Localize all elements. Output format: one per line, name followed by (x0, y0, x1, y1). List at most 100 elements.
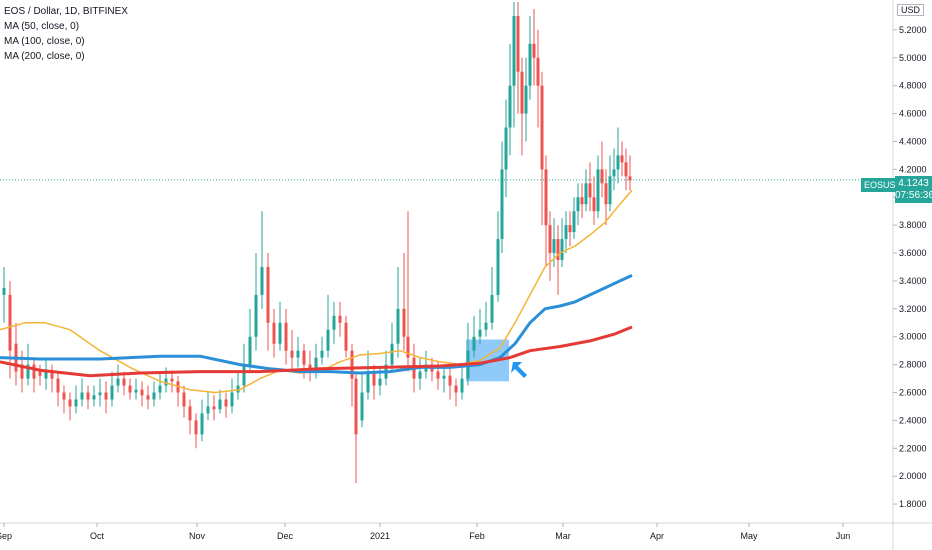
candle-body (122, 378, 126, 386)
ma-line-2 (0, 325, 633, 378)
candle-body (80, 392, 84, 400)
y-tick-label: 2.6000 (899, 388, 927, 398)
candle-body (110, 385, 114, 400)
candle-body (490, 294, 494, 323)
candle-body (62, 392, 66, 400)
candle-body (478, 329, 482, 337)
y-tick-label: 1.8000 (899, 499, 927, 509)
candle-body (68, 399, 72, 407)
candle-body (516, 15, 520, 72)
candle-body (366, 371, 370, 393)
candle-body (206, 406, 210, 414)
y-tick-label: 3.6000 (899, 248, 927, 258)
candle-body (418, 371, 422, 379)
candle-body (536, 57, 540, 86)
y-tick-label: 2.4000 (899, 415, 927, 425)
candle-body (326, 329, 330, 351)
candle-body (396, 308, 400, 344)
candle-body (402, 308, 406, 337)
legend-ma100: MA (100, close, 0) (4, 36, 85, 47)
candle-body (26, 364, 30, 379)
candle-body (134, 389, 138, 393)
candle-body (302, 350, 306, 365)
x-tick-label: Feb (469, 531, 485, 541)
candle-body (532, 43, 536, 58)
x-tick-label: Jun (836, 531, 851, 541)
candle-body (520, 71, 524, 114)
candle-body (576, 197, 580, 212)
y-tick-label: 4.6000 (899, 109, 927, 119)
candle-body (584, 183, 588, 205)
ma-line-0 (0, 189, 633, 394)
candle-body (320, 350, 324, 358)
legend-ma200: MA (200, close, 0) (4, 51, 85, 62)
candle-body (504, 127, 508, 170)
candle-body (188, 406, 192, 421)
candle-body (496, 239, 500, 295)
candle-body (484, 322, 488, 330)
candle-body (278, 322, 282, 344)
candle-body (152, 392, 156, 400)
y-tick-label: 2.2000 (899, 443, 927, 453)
candle-body (32, 364, 36, 379)
x-tick-label: Dec (277, 531, 294, 541)
candle-body (290, 350, 294, 358)
candle-body (170, 378, 174, 382)
candle-body (556, 239, 560, 261)
candle-body (572, 211, 576, 233)
candle-body (212, 406, 216, 410)
candle-body (260, 266, 264, 295)
candle-body (20, 364, 24, 379)
candle-body (436, 371, 440, 379)
candle-body (508, 85, 512, 128)
candle-body (360, 392, 364, 421)
candle-body (472, 336, 476, 351)
candle-body (612, 169, 616, 177)
last-price-value: 4.1243 (898, 178, 929, 189)
candle-body (624, 162, 628, 177)
y-tick-label: 3.2000 (899, 304, 927, 314)
legend-ma50: MA (50, close, 0) (4, 21, 80, 32)
chart-legend: EOS / Dollar, 1D, BITFINEX MA (50, close… (4, 4, 128, 64)
candle-body (104, 392, 108, 400)
y-tick-label: 5.2000 (899, 25, 927, 35)
x-tick-label: Nov (189, 531, 206, 541)
candle-body (592, 197, 596, 212)
candle-body (200, 413, 204, 435)
candle-body (158, 385, 162, 393)
candle-body (248, 336, 252, 365)
arrow-annotation (511, 362, 527, 378)
countdown-timer: 07:56:36 (895, 190, 932, 201)
candle-body (224, 399, 228, 407)
candle-body (236, 385, 240, 393)
x-tick-label: May (740, 531, 758, 541)
x-tick-label: Apr (650, 531, 664, 541)
candle-body (390, 343, 394, 365)
currency-badge[interactable]: USD (897, 4, 925, 16)
candle-body (372, 371, 376, 386)
candle-body (500, 169, 504, 240)
y-tick-label: 4.4000 (899, 136, 927, 146)
candle-body (44, 371, 48, 379)
candle-body (56, 378, 60, 393)
candle-body (140, 389, 144, 396)
symbol-badge: EOSUSD (861, 178, 906, 192)
candle-body (344, 322, 348, 351)
candle-body (378, 378, 382, 386)
candle-body (92, 395, 96, 400)
candle-body (338, 315, 342, 323)
candle-body (98, 392, 102, 396)
candle-body (350, 350, 354, 379)
candle-body (218, 399, 222, 410)
x-tick-label: Mar (555, 531, 571, 541)
x-tick-label: 2021 (370, 531, 390, 541)
candle-body (128, 385, 132, 393)
candle-body (600, 169, 604, 184)
y-tick-label: 4.2000 (899, 164, 927, 174)
candle-body (608, 176, 612, 205)
candle-body (296, 350, 300, 358)
candle-body (568, 225, 572, 233)
candle-body (460, 378, 464, 393)
y-tick-label: 3.0000 (899, 332, 927, 342)
